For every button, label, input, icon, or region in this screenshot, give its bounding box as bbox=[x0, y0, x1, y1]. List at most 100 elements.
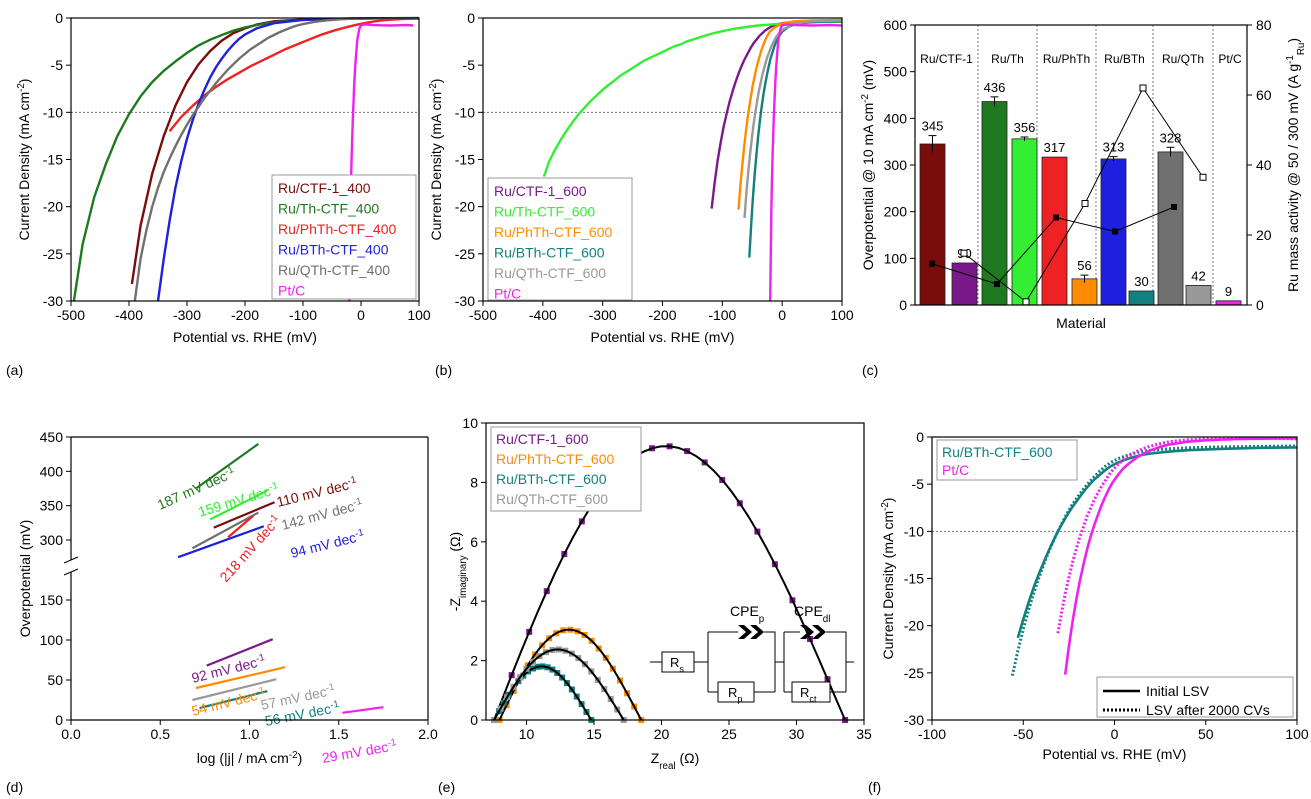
tafel-slope-label-part: -1 bbox=[354, 527, 365, 540]
axis-xtick-label: 25 bbox=[721, 726, 737, 742]
y-axis-title-part: ) bbox=[16, 79, 32, 84]
axis-ytick-label: -5 bbox=[912, 476, 925, 492]
axis-upper-ytick-label: 300 bbox=[40, 532, 64, 548]
circuit-wire bbox=[783, 631, 847, 693]
circuit-label-cpe-p-part: CPE bbox=[730, 603, 759, 619]
bar-value-label: 345 bbox=[922, 119, 944, 134]
axis-xtick-label: 0 bbox=[357, 307, 365, 323]
legend-box bbox=[271, 174, 417, 300]
group-label-Ru/PhTh: Ru/PhTh bbox=[1043, 52, 1090, 66]
bar-8 bbox=[1157, 151, 1184, 306]
axis-xtick-label: -100 bbox=[289, 307, 317, 323]
y-axis-title-right-part: -1 bbox=[1285, 55, 1296, 64]
y-axis-title-left: Overpotential @ 10 mA cm-2 (mV) bbox=[860, 60, 877, 270]
x-axis-title-part: -2 bbox=[289, 750, 298, 761]
axis-ytick-label: -30 bbox=[904, 712, 924, 728]
axis-xtick-label: 50 bbox=[1198, 726, 1214, 742]
axis-lower-ytick-label: 0 bbox=[55, 712, 63, 728]
mass-activity-point-open bbox=[1022, 298, 1030, 306]
x-axis-title: Potential vs. RHE (mV) bbox=[173, 329, 317, 345]
legend-entry-Ru/BTh-CTF_600: Ru/BTh-CTF_600 bbox=[494, 245, 605, 261]
axis-ytick-label: 0 bbox=[55, 10, 63, 26]
axis-left-ytick-label: 200 bbox=[884, 204, 908, 220]
legend-entry-style: Initial LSV bbox=[1146, 683, 1210, 699]
nyquist-fit-Ru/CTF-1_600 bbox=[493, 445, 847, 721]
mass-activity-point-filled bbox=[1112, 228, 1118, 235]
legend-box bbox=[487, 177, 633, 301]
y-axis-title-left-part: -2 bbox=[860, 94, 871, 103]
axis-ytick-label: -10 bbox=[43, 104, 63, 120]
legend-entry-Ru/QTh-CTF_600: Ru/QTh-CTF_600 bbox=[494, 265, 606, 281]
tafel-line-ru_ctf1_400 bbox=[213, 501, 275, 529]
tafel-line-ru_qth_400 bbox=[191, 511, 259, 550]
y-axis-title-part: -2 bbox=[16, 83, 27, 92]
bar-4 bbox=[1041, 156, 1068, 306]
y-axis-title-part: -2 bbox=[428, 83, 439, 92]
axis-lower-ytick-label: 150 bbox=[40, 592, 64, 608]
y-axis-title-part: Current Density (mA cm bbox=[880, 511, 896, 660]
axis-left-ytick-label: 0 bbox=[899, 297, 907, 313]
x-axis-title: Zreal (Ω) bbox=[651, 750, 700, 772]
axis-ytick-label: -15 bbox=[904, 571, 924, 587]
tafel-slope-label-part: 29 mV dec bbox=[321, 739, 390, 766]
axis-ytick-label: 0 bbox=[916, 429, 924, 445]
axis-xtick-label: 100 bbox=[830, 307, 854, 323]
panel-c-overpotential-bars: Ru/CTF-1 Ru/Th Ru/PhTh Ru/BTh Ru/QTh Pt/C 345 9… bbox=[860, 17, 1307, 331]
circuit-label-rp-part: p bbox=[737, 694, 742, 704]
y-axis-title-part: -2 bbox=[880, 502, 891, 511]
circuit-label-rct: Rct bbox=[800, 685, 817, 704]
legend-box-series bbox=[936, 439, 1078, 481]
axis-xtick-label: -100 bbox=[918, 726, 946, 742]
tafel-slope-label: 54 mV dec-1 bbox=[190, 685, 267, 719]
axis-ytick-label: -5 bbox=[51, 57, 64, 73]
bar-value-label: 42 bbox=[1191, 268, 1205, 283]
y-axis-title-right: Ru mass activity @ 50 / 300 mV (A g-1Ru) bbox=[1285, 38, 1307, 292]
tafel-slope-label-part: -1 bbox=[223, 464, 235, 478]
panel-label-e: (e) bbox=[438, 779, 455, 795]
y-axis-title-part: Current Density (mA cm bbox=[16, 92, 32, 241]
axis-xtick-label: 2.0 bbox=[418, 726, 438, 742]
y-axis-title: Current Density (mA cm-2) bbox=[880, 498, 897, 660]
circuit-label-rs-part: s bbox=[679, 664, 684, 674]
tafel-line-ru_th_600 bbox=[209, 489, 268, 521]
legend-entry-Ru/QTh-CTF_600: Ru/QTh-CTF_600 bbox=[496, 491, 608, 507]
y-axis-title-right-part: Ru bbox=[1296, 43, 1307, 56]
nyquist-fit-Ru/QTh-CTF_600 bbox=[493, 648, 625, 721]
legend-entry-Ru/Th-CTF_600: Ru/Th-CTF_600 bbox=[494, 204, 595, 220]
legend-entry-Ru/BTh-CTF_400: Ru/BTh-CTF_400 bbox=[278, 242, 389, 258]
axis-xtick-label: -400 bbox=[529, 307, 557, 323]
axis-xtick-label: -500 bbox=[469, 307, 497, 323]
mass-activity-point-open bbox=[1081, 200, 1089, 207]
mass-activity-point-open bbox=[960, 249, 968, 257]
axis-ytick-label: -30 bbox=[43, 293, 63, 309]
legend-entry-Ru/PhTh-CTF_600: Ru/PhTh-CTF_600 bbox=[494, 224, 612, 240]
legend-entry-Ru/CTF-1_400: Ru/CTF-1_400 bbox=[278, 180, 371, 196]
axis-ytick-label: 10 bbox=[462, 415, 478, 431]
x-axis-title-part: Z bbox=[651, 750, 660, 766]
bar-value-label: 56 bbox=[1077, 258, 1091, 273]
bar-10 bbox=[1215, 300, 1242, 306]
tafel-line-ru_qth_600 bbox=[192, 678, 277, 702]
panel-f-stability: -100 -50 0 50 100 0 -5 -10 -15 -20 -25 -30 Potential… bbox=[880, 429, 1309, 762]
stability-line-Ru/BTh-CTF_600-dotted bbox=[1010, 444, 1298, 677]
axis-ytick-label: 0 bbox=[470, 712, 478, 728]
circuit-resistor-rp bbox=[717, 681, 755, 703]
axis-ytick-label: -15 bbox=[43, 152, 63, 168]
legend-entry-Ru/QTh-CTF_400: Ru/QTh-CTF_400 bbox=[278, 262, 390, 278]
tafel-slope-label-part: -1 bbox=[325, 681, 336, 694]
x-axis-title: log (|j| / mA cm-2) bbox=[197, 750, 302, 767]
axis-right-tick-label: 40 bbox=[1256, 157, 1272, 173]
mass-activity-point-filled bbox=[994, 281, 1000, 287]
tafel-slope-label: 94 mV dec-1 bbox=[289, 527, 366, 561]
legend-entry-Pt/C: Pt/C bbox=[494, 286, 521, 302]
tafel-line-ru_th_400 bbox=[195, 442, 260, 490]
axis-xtick-label: 15 bbox=[586, 726, 602, 742]
circuit-label-rp: Rp bbox=[728, 685, 742, 704]
axis-ytick-label: -25 bbox=[455, 246, 475, 262]
legend-box-style bbox=[1096, 676, 1294, 718]
y-axis-title-right-part: Ru mass activity @ 50 / 300 mV (A g bbox=[1285, 64, 1301, 292]
x-axis-title-part: log (|j| / mA cm bbox=[197, 750, 289, 766]
circuit-label-rs: Rs bbox=[670, 655, 684, 674]
mass-activity-point-open bbox=[1139, 84, 1147, 92]
y-axis-title-part: imaginary bbox=[458, 555, 469, 598]
